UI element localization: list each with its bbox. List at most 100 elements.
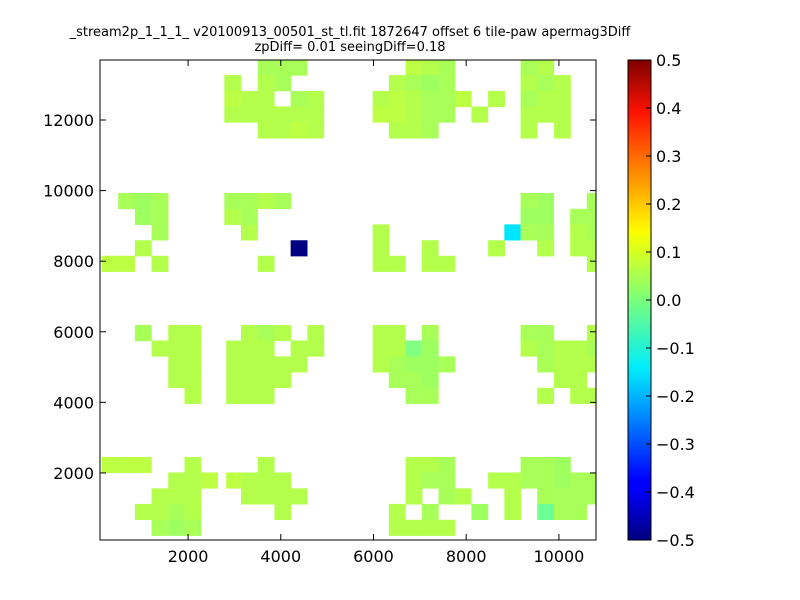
heatmap-cell <box>274 106 292 123</box>
heatmap-cell <box>471 106 489 123</box>
heatmap-cell <box>168 519 186 536</box>
heatmap-cell <box>274 472 292 489</box>
heatmap-cell <box>168 472 186 489</box>
heatmap-cell <box>553 340 571 357</box>
heatmap-cell <box>388 356 406 373</box>
x-tick-label: 2000 <box>168 547 209 566</box>
heatmap-cell <box>438 519 456 536</box>
heatmap-cell <box>438 472 456 489</box>
colorbar-tick-label: 0.5 <box>656 51 681 70</box>
heatmap-cell <box>421 371 439 389</box>
heatmap-cell <box>274 356 292 373</box>
y-axis: 2000 4000 6000 8000 10000 12000 <box>43 111 596 483</box>
heatmap-cell <box>388 340 406 357</box>
heatmap-cell <box>586 208 597 225</box>
heatmap-cell <box>553 356 571 373</box>
heatmap-cell <box>570 371 588 389</box>
heatmap-cell <box>257 122 275 139</box>
heatmap-cell <box>372 240 390 257</box>
heatmap-cell <box>184 371 202 389</box>
heatmap-cell <box>537 208 555 225</box>
heatmap-cell <box>241 371 258 389</box>
heatmap-cell <box>168 356 186 373</box>
heatmap-cell <box>257 472 275 489</box>
heatmap-cell <box>290 240 308 257</box>
heatmap-cell <box>553 503 571 521</box>
heatmap-cell <box>553 106 571 123</box>
heatmap-cell <box>520 106 538 123</box>
heatmap-cell <box>372 324 390 342</box>
heatmap-cell <box>537 192 555 210</box>
heatmap-cell <box>257 324 275 342</box>
heatmap-cell <box>388 106 406 123</box>
heatmap-cell <box>421 324 439 342</box>
heatmap-cell <box>257 90 275 108</box>
heatmap-cell <box>405 387 423 404</box>
heatmap-cell <box>290 488 308 505</box>
heatmap-cell <box>504 488 522 505</box>
heatmap-cell <box>553 75 571 92</box>
heatmap-cell <box>586 240 597 257</box>
heatmap-cell <box>241 488 258 505</box>
heatmap-cell <box>553 456 571 474</box>
heatmap-cell <box>405 488 423 505</box>
heatmap-cell <box>405 60 423 76</box>
colorbar-tick-label: −0.4 <box>656 483 695 502</box>
heatmap-cell <box>388 371 406 389</box>
heatmap-cell <box>226 340 244 357</box>
heatmap-cell <box>274 324 292 342</box>
heatmap-cell <box>372 340 390 357</box>
heatmap-cell <box>118 255 136 272</box>
heatmap-cell <box>134 192 152 210</box>
heatmap-cell <box>520 192 538 210</box>
heatmap-cell <box>421 106 439 123</box>
heatmap-cell <box>553 371 571 389</box>
heatmap-cell <box>405 356 423 373</box>
heatmap-cell <box>241 387 258 404</box>
heatmap-cell <box>570 224 588 241</box>
heatmap-cell <box>372 106 390 123</box>
colorbar-axis: 0.5 0.4 0.3 0.2 0.1 0.0 −0.1 −0.2 −0.3 −0.4 −0.5 <box>646 51 695 550</box>
heatmap-cell <box>101 255 119 272</box>
heatmap-cell <box>151 255 169 272</box>
heatmap-cell <box>537 224 555 241</box>
heatmap-cell <box>570 472 588 489</box>
y-tick-label: 2000 <box>53 464 94 483</box>
heatmap-cell <box>537 488 555 505</box>
heatmap-cell <box>438 60 456 76</box>
heatmap-cell <box>388 519 406 536</box>
heatmap-cell <box>438 456 456 474</box>
colorbar-tick-label: −0.1 <box>656 339 695 358</box>
heatmap-cell <box>274 75 292 92</box>
heatmap-cell <box>504 224 522 241</box>
heatmap-cell <box>421 387 439 404</box>
heatmap-cell <box>226 387 244 404</box>
heatmap-cell <box>454 488 472 505</box>
heatmap-cell <box>372 224 390 241</box>
x-tick-label: 4000 <box>260 547 301 566</box>
heatmap-cell <box>151 519 169 536</box>
heatmap-cell <box>488 240 505 257</box>
colorbar-tick-label: 0.0 <box>656 291 681 310</box>
y-tick-label: 6000 <box>53 323 94 342</box>
heatmap-cell <box>488 472 505 489</box>
heatmap-cell <box>168 324 186 342</box>
heatmap-cell <box>537 60 555 76</box>
heatmap-cell <box>257 371 275 389</box>
heatmap-cell <box>421 472 439 489</box>
heatmap-cell <box>586 387 597 404</box>
heatmap-cell <box>184 472 202 489</box>
heatmap-cell <box>421 519 439 536</box>
heatmap-cell <box>257 488 275 505</box>
heatmap-cell <box>184 456 202 474</box>
x-tick-label: 10000 <box>533 547 584 566</box>
heatmap-cell <box>405 472 423 489</box>
heatmap-cell <box>488 90 505 108</box>
y-tick-label: 10000 <box>43 182 94 201</box>
colorbar-tick-label: 0.2 <box>656 195 681 214</box>
heatmap-cell <box>537 387 555 404</box>
heatmap-cell <box>586 340 597 357</box>
heatmap-cell <box>520 340 538 357</box>
heatmap-cell <box>570 488 588 505</box>
heatmap-cell <box>504 472 522 489</box>
